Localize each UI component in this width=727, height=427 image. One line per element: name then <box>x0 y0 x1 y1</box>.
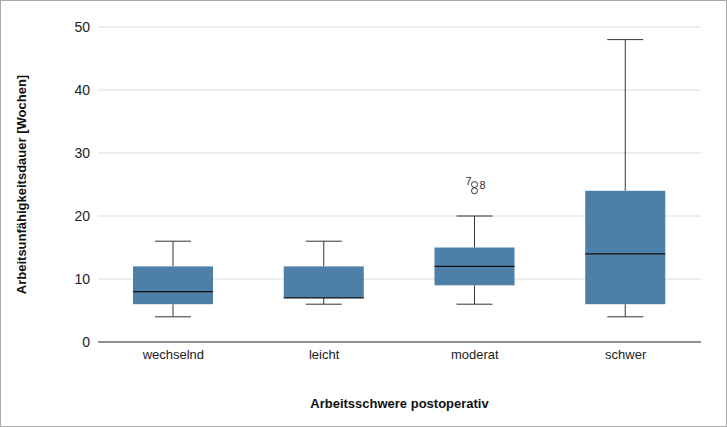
svg-text:Arbeitsschwere postoperativ: Arbeitsschwere postoperativ <box>310 396 489 411</box>
svg-text:Arbeitsunfähigkeitsdauer [Woch: Arbeitsunfähigkeitsdauer [Wochen] <box>14 75 29 294</box>
svg-text:schwer: schwer <box>605 347 647 362</box>
svg-text:7: 7 <box>465 175 471 187</box>
svg-text:10: 10 <box>74 271 90 287</box>
svg-text:20: 20 <box>74 208 90 224</box>
svg-text:0: 0 <box>82 334 90 350</box>
svg-text:30: 30 <box>74 145 90 161</box>
svg-text:8: 8 <box>480 179 486 191</box>
svg-text:50: 50 <box>74 19 90 35</box>
svg-text:moderat: moderat <box>451 347 499 362</box>
svg-text:leicht: leicht <box>309 347 340 362</box>
svg-text:wechselnd: wechselnd <box>142 347 204 362</box>
svg-text:40: 40 <box>74 82 90 98</box>
